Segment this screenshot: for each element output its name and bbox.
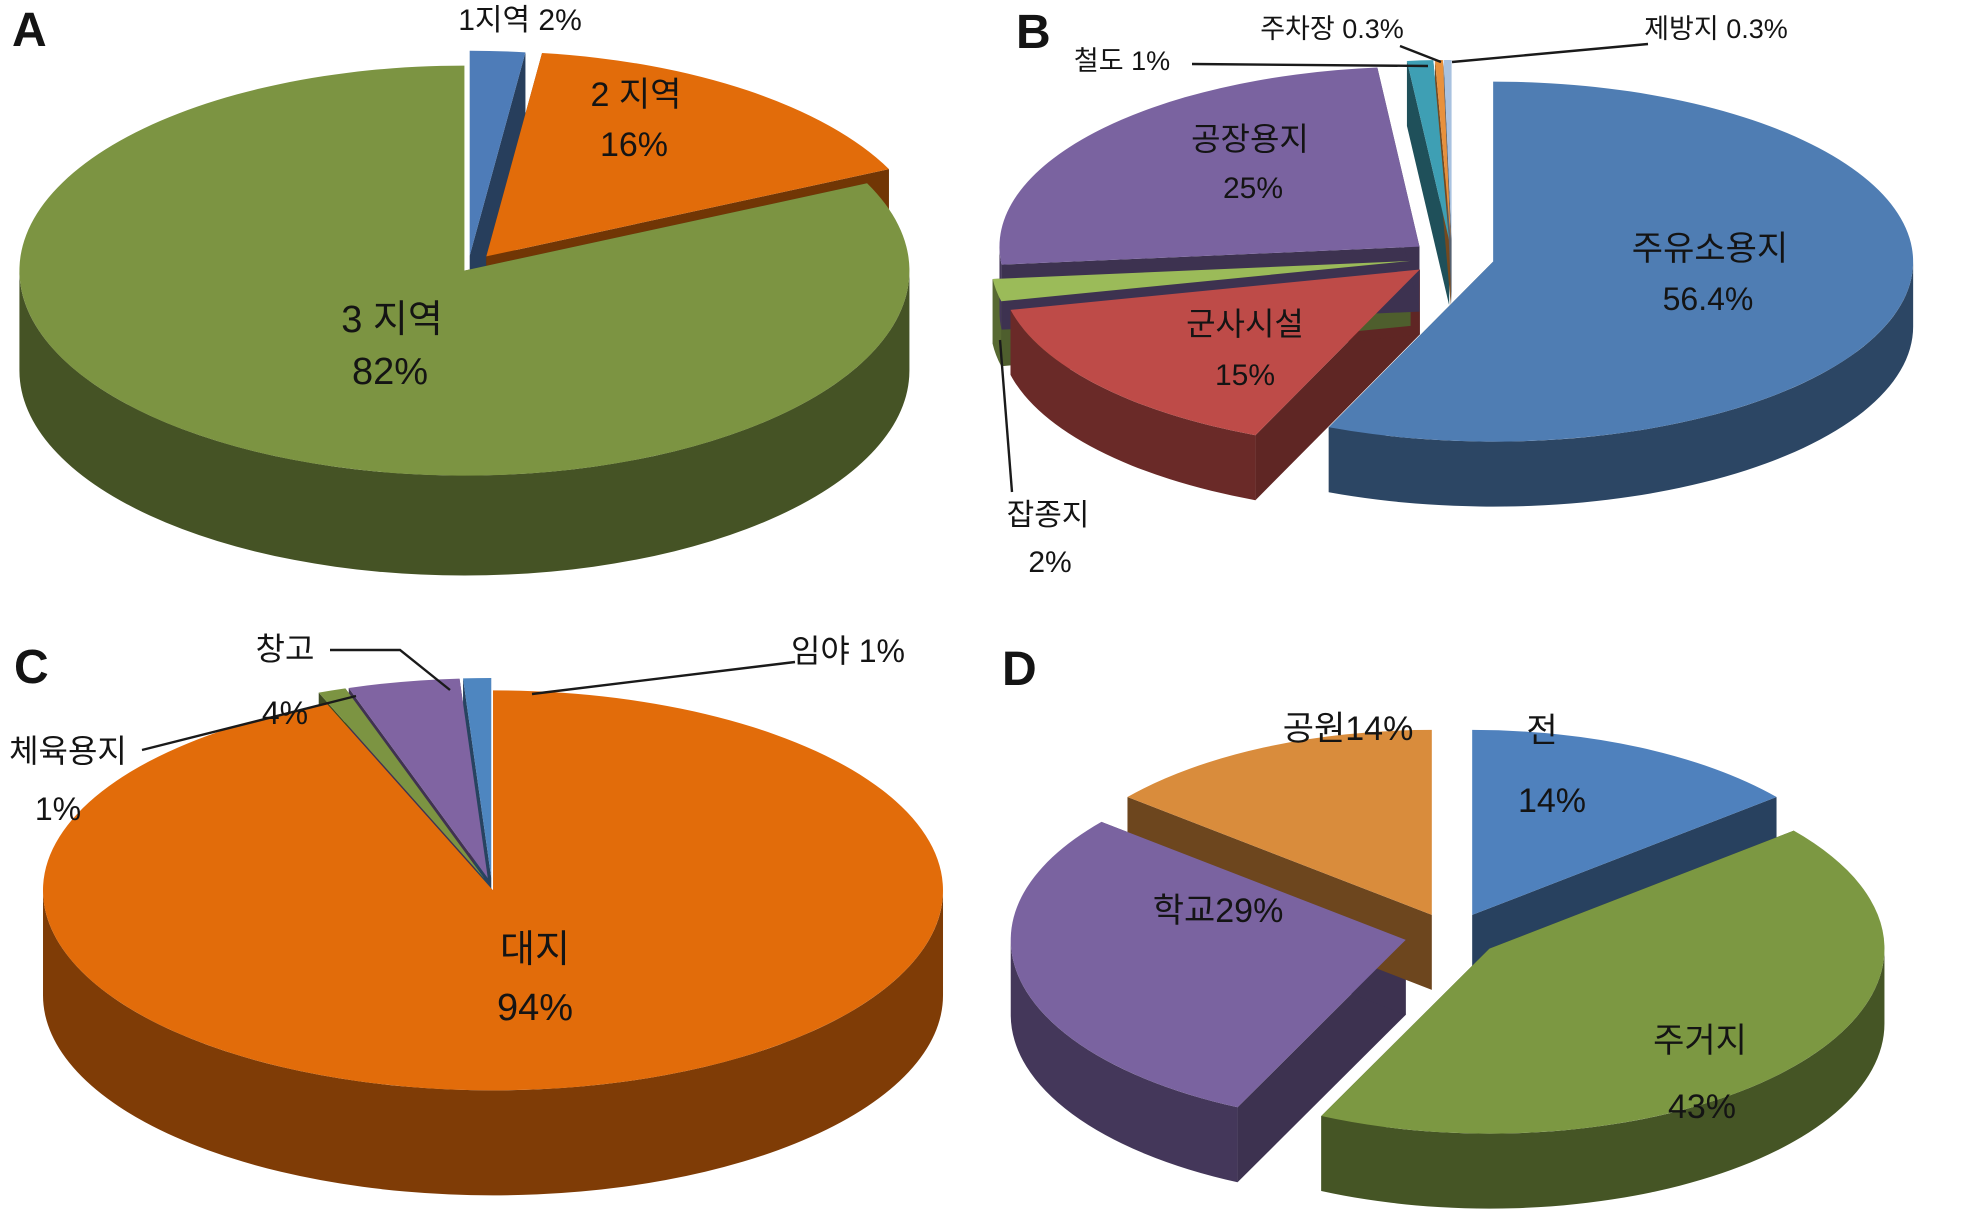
pie-C-leader-line-1: [141, 694, 357, 752]
pie-A-tops: [19, 50, 910, 476]
panel-letter-D: D: [1002, 643, 1037, 696]
pie-B-label-0: 주차장 0.3%: [1260, 14, 1404, 44]
pie-C-slice-1-top: [318, 688, 485, 879]
pie-B-label-10: 2%: [1028, 546, 1071, 579]
pie-C-slice-0-top: [42, 690, 943, 1091]
panel-letter-C: C: [14, 641, 49, 694]
pie-chart-D: 공원14% 전 14% 학교29% 주거지 43% D: [1002, 643, 1885, 1209]
pie-B-leader-line-1: [1399, 44, 1442, 64]
pie-B-leader-line-3: [998, 339, 1014, 493]
pie-D-label-4: 주거지: [1653, 1022, 1747, 1060]
pie-C-rims: [43, 890, 944, 1196]
pie-D-slice-2-wall-0: [1237, 939, 1406, 1183]
pie-D-tops: [1010, 729, 1885, 1134]
pie-B-slice-4-top: [1406, 60, 1450, 241]
pie-C-tops: [42, 678, 943, 1091]
pie-B-slice-6-top: [1443, 59, 1452, 240]
pie-B-slice-2-rim: [992, 278, 1002, 367]
pie-A-annotations: 1지역 2% 2 지역 16% 3 지역 82% A: [12, 4, 681, 393]
pie-A-label-2: 16%: [600, 126, 668, 164]
pie-D-slice-1-top: [1321, 830, 1885, 1134]
pie-C-label-6: 94%: [497, 987, 573, 1029]
pie-B-slice-5-top: [1434, 60, 1451, 241]
pie-B-label-1: 제방지 0.3%: [1644, 14, 1788, 44]
pie-A-label-1: 2 지역: [591, 76, 682, 114]
pie-D-slice-2-rim: [1010, 939, 1238, 1183]
pie-C-label-5: 대지: [500, 929, 570, 971]
pie-B-slice-0-top: [1328, 81, 1914, 442]
pie-B-leader-line-2: [1451, 42, 1649, 64]
pie-A-rims: [19, 270, 910, 576]
pie-B-leader-line-0: [1191, 62, 1429, 68]
pie-A-label-4: 82%: [352, 351, 428, 393]
pie-chart-A: 1지역 2% 2 지역 16% 3 지역 82% A: [12, 4, 910, 576]
pie-B-label-5: 주유소용지: [1632, 230, 1788, 268]
pie-B-label-6: 56.4%: [1663, 281, 1754, 317]
pie-D-slice-2-top: [1010, 821, 1406, 1108]
pie-C-slice-3-top: [463, 678, 492, 878]
pie-chart-B: 주차장 0.3% 제방지 0.3% 철도 1% 공장용지 25% 주유소용지 56.4% 군사…: [992, 6, 1914, 579]
pie-A-slice-1-top: [486, 53, 889, 257]
pie-D-annotations: 공원14% 전 14% 학교29% 주거지 43% D: [1002, 643, 1747, 1126]
pie-B-slice-0-rim: [1328, 261, 1914, 507]
pie-chart-C: 창고 4% 체육용지 1% 임야 1% 대지 94% C: [9, 631, 944, 1196]
pie-B-label-4: 25%: [1223, 172, 1283, 205]
pie-A-slice-2-rim: [19, 270, 910, 576]
pie-B-label-9: 잡종지: [1007, 499, 1090, 532]
pie-C-label-2: 체육용지: [9, 733, 127, 769]
panel-letter-B: B: [1016, 6, 1051, 59]
pie-D-label-0: 공원14%: [1283, 710, 1414, 748]
pie-C-label-4: 임야 1%: [791, 633, 905, 669]
pie-C-label-3: 1%: [35, 791, 81, 827]
pie-C-slice-2-top: [348, 678, 488, 879]
pie-D-label-5: 43%: [1668, 1088, 1736, 1126]
pie-A-label-3: 3 지역: [341, 299, 443, 341]
pie-A-label-0: 1지역 2%: [458, 4, 582, 37]
pie-C-leader-line-0: [330, 648, 451, 691]
pie-D-slice-1-rim: [1321, 948, 1885, 1209]
pie-C-annotations: 창고 4% 체육용지 1% 임야 1% 대지 94% C: [9, 631, 905, 1029]
pie-B-label-3: 공장용지: [1191, 121, 1309, 157]
pie-A-slice-2-top: [19, 65, 910, 476]
pie-D-label-3: 학교29%: [1153, 892, 1284, 930]
pie-B-slice-1-top: [1010, 269, 1420, 436]
pie-C-leader-line-2: [531, 660, 796, 696]
pie-C-label-0: 창고: [256, 631, 315, 667]
pie-B-slice-4-wall-0: [1406, 60, 1450, 306]
pie-D-slice-3-top: [1127, 729, 1432, 915]
pie-A-slice-0-top: [469, 50, 526, 256]
pie-C-label-1: 4%: [262, 695, 308, 731]
pie-B-annotations: 주차장 0.3% 제방지 0.3% 철도 1% 공장용지 25% 주유소용지 56.4% 군사…: [998, 6, 1788, 579]
panel-letter-A: A: [12, 4, 47, 57]
pie-D-rims: [1010, 939, 1885, 1209]
pie-D-label-2: 14%: [1518, 782, 1586, 820]
pie-B-slice-3-top: [999, 67, 1420, 265]
pie-B-label-8: 15%: [1215, 359, 1275, 392]
pie-B-slice-2-top: [992, 260, 1411, 302]
pie-B-tops: [992, 59, 1914, 442]
pie-B-label-2: 철도 1%: [1074, 46, 1170, 76]
pie-D-label-1: 전: [1526, 712, 1557, 750]
pie-B-slice-1-rim: [1010, 309, 1256, 501]
pie-C-slice-0-rim: [43, 890, 944, 1196]
pie-D-slice-0-top: [1472, 729, 1777, 915]
pie-B-label-7: 군사시설: [1186, 306, 1304, 342]
